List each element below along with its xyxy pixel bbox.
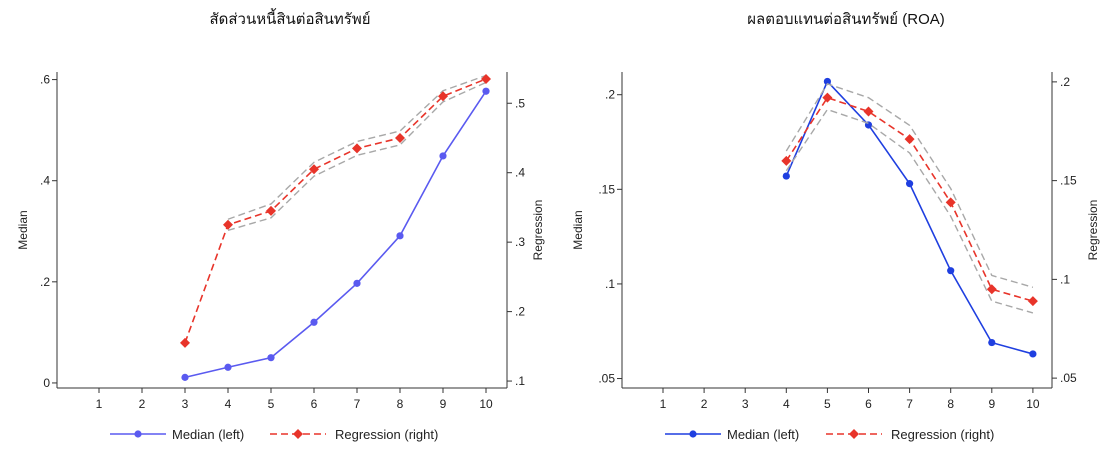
data-point — [904, 134, 915, 145]
x-tick-label: 1 — [96, 397, 103, 411]
x-tick-label: 7 — [906, 397, 913, 411]
y-left-tick-label: 0 — [43, 376, 50, 390]
ci-lower-line — [227, 81, 487, 232]
legend-marker-median — [689, 430, 697, 438]
x-tick-label: 2 — [139, 397, 146, 411]
y-axis-left-label: Median — [16, 210, 30, 249]
legend-marker-regression — [293, 429, 303, 439]
x-tick-label: 3 — [182, 397, 189, 411]
data-point — [180, 337, 190, 348]
y-left-tick-label: .4 — [40, 174, 50, 188]
x-tick-label: 10 — [479, 397, 493, 411]
series-line — [785, 80, 1034, 355]
x-tick-label: 3 — [742, 397, 749, 411]
data-point — [439, 152, 447, 160]
legend-label-median: Median (left) — [727, 427, 799, 442]
x-tick-label: 8 — [397, 397, 404, 411]
legend-marker-regression — [849, 429, 859, 439]
series-median — [181, 87, 490, 381]
data-point — [1027, 296, 1038, 307]
series-regression — [180, 73, 491, 348]
data-point — [438, 91, 448, 102]
y-right-tick-label: .2 — [515, 305, 525, 319]
chart-title: ผลตอบแทนต่อสินทรัพย์ (ROA) — [747, 11, 945, 28]
x-tick-label: 6 — [311, 397, 318, 411]
legend-label-median: Median (left) — [172, 427, 244, 442]
data-point — [352, 143, 362, 154]
x-tick-label: 5 — [268, 397, 275, 411]
chart-title: สัดส่วนหนี้สินต่อสินทรัพย์ — [209, 8, 370, 28]
y-left-tick-label: .05 — [598, 372, 615, 386]
legend: Median (left) Regression (right) — [665, 427, 994, 442]
x-tick-label: 2 — [701, 397, 708, 411]
legend-label-regression: Regression (right) — [891, 427, 994, 442]
x-tick-label: 10 — [1026, 397, 1040, 411]
y-right-tick-label: .4 — [515, 166, 525, 180]
data-point — [309, 164, 319, 175]
y-left-tick-label: .6 — [40, 73, 50, 87]
x-tick-label: 8 — [947, 397, 954, 411]
data-point — [267, 354, 275, 362]
x-tick-label: 9 — [988, 397, 995, 411]
x-tick-label: 6 — [865, 397, 872, 411]
data-point — [482, 87, 490, 95]
y-right-tick-label: .3 — [515, 235, 525, 249]
series-line — [184, 90, 487, 379]
legend: Median (left) Regression (right) — [110, 427, 438, 442]
data-point — [395, 132, 405, 143]
data-point — [266, 205, 276, 216]
data-point — [906, 180, 914, 188]
legend-marker-median — [134, 430, 142, 438]
data-point — [823, 77, 832, 86]
data-point — [310, 318, 318, 326]
y-right-tick-label: .5 — [515, 96, 525, 110]
y-left-tick-label: .2 — [605, 88, 615, 102]
data-point — [863, 106, 874, 117]
y-left-tick-label: .2 — [40, 275, 50, 289]
data-point — [1029, 350, 1037, 358]
ci-upper-line — [227, 74, 487, 220]
x-tick-label: 9 — [440, 397, 447, 411]
data-point — [481, 73, 491, 84]
data-point — [781, 155, 792, 166]
x-tick-label: 7 — [354, 397, 361, 411]
data-point — [782, 172, 790, 180]
ci-upper-line — [785, 83, 1034, 288]
ci-lower-line — [785, 108, 1034, 314]
data-point — [224, 363, 232, 371]
data-point — [181, 373, 189, 381]
y-right-tick-label: .2 — [1060, 75, 1070, 89]
legend-label-regression: Regression (right) — [335, 427, 438, 442]
y-right-tick-label: .05 — [1060, 371, 1077, 385]
chart-panel-1: สัดส่วนหนี้สินต่อสินทรัพย์ 0 .2 .4 .6 .1 .2 .3.… — [16, 8, 545, 442]
data-point — [353, 279, 361, 287]
chart-panel-2: ผลตอบแทนต่อสินทรัพย์ (ROA).05.1.15.2.05.… — [571, 11, 1100, 442]
y-axis-right-label: Regression — [1086, 200, 1100, 261]
y-left-tick-label: .1 — [605, 277, 615, 291]
series-line — [184, 78, 487, 344]
y-axis-right-label: Regression — [531, 200, 545, 261]
x-tick-label: 5 — [824, 397, 831, 411]
y-left-tick-label: .15 — [598, 182, 615, 196]
data-point — [223, 219, 233, 230]
x-tick-label: 4 — [783, 397, 790, 411]
x-tick-label: 4 — [225, 397, 232, 411]
series-regression — [781, 83, 1038, 314]
data-point — [988, 338, 996, 347]
y-right-tick-label: .1 — [515, 374, 525, 388]
x-tick-label: 1 — [660, 397, 667, 411]
data-point — [822, 92, 833, 103]
series-median — [782, 77, 1037, 358]
y-right-tick-label: .1 — [1060, 272, 1070, 286]
data-point — [945, 197, 956, 208]
y-right-tick-label: .15 — [1060, 174, 1077, 188]
y-axis-left-label: Median — [571, 210, 585, 249]
data-point — [947, 267, 955, 275]
data-point — [396, 232, 404, 240]
data-point — [986, 284, 997, 295]
series-line — [785, 96, 1034, 302]
